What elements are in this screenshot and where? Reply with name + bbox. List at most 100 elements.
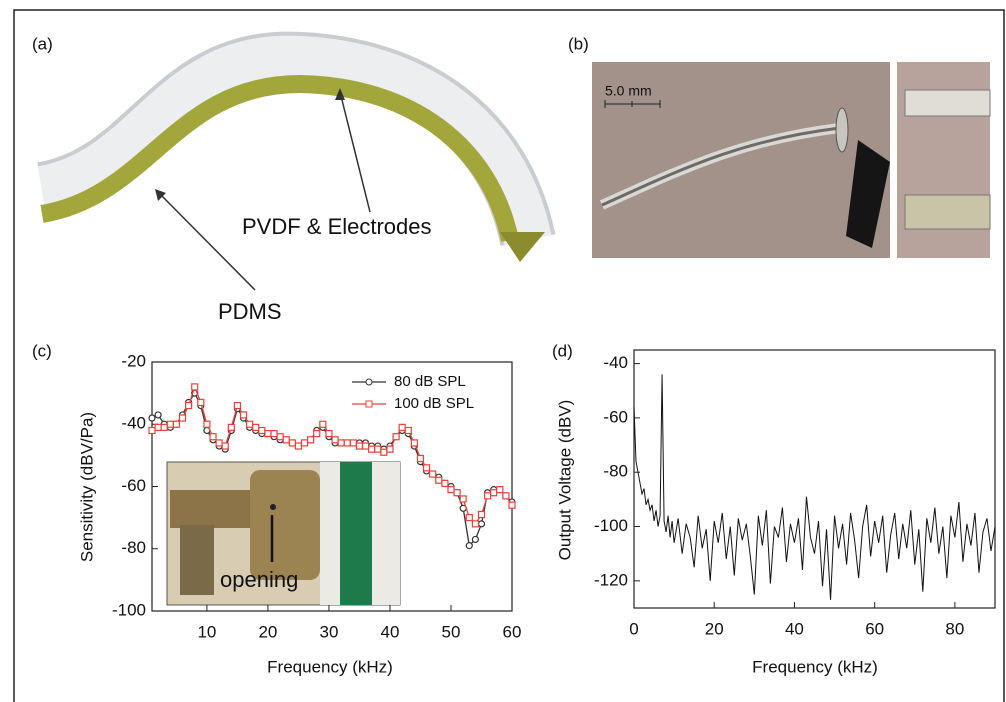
- marker: [496, 486, 504, 494]
- panel-label: (b): [568, 34, 589, 53]
- tube-section: [904, 194, 991, 230]
- marker: [246, 420, 254, 428]
- photo: [592, 62, 890, 258]
- x-tick-label: 10: [197, 622, 216, 641]
- y-tick-label: -100: [594, 516, 628, 535]
- panel-label: (a): [32, 34, 53, 53]
- y-tick-label: -120: [594, 570, 628, 589]
- marker: [380, 448, 388, 456]
- x-tick-label: 60: [503, 622, 522, 641]
- marker: [471, 520, 479, 528]
- coupler: [180, 525, 214, 595]
- pvdf-strip: [40, 74, 519, 242]
- x-tick-label: 40: [381, 622, 400, 641]
- marker: [410, 439, 418, 447]
- scale-bar: [604, 100, 661, 108]
- arrow-head: [155, 189, 166, 201]
- x-tick-label: 20: [705, 619, 724, 638]
- strip-end: [500, 232, 545, 262]
- panel-label: (d): [552, 341, 573, 360]
- disk: [835, 107, 849, 153]
- marker: [416, 454, 425, 463]
- marker: [160, 423, 168, 431]
- legend-label: 80 dB SPL: [394, 373, 466, 390]
- y-tick-label: -60: [603, 407, 628, 426]
- marker: [215, 439, 223, 447]
- arrow: [157, 191, 256, 291]
- marker: [227, 423, 235, 431]
- y-tick-label: -40: [603, 353, 628, 372]
- ruler-band: [340, 462, 372, 605]
- y-tick-label: -80: [603, 462, 628, 481]
- marker: [465, 542, 473, 550]
- y-tick-label: -20: [121, 351, 146, 370]
- y-tick-label: -80: [121, 538, 146, 557]
- x-tick-label: 80: [945, 619, 964, 638]
- marker: [490, 489, 498, 497]
- marker: [502, 492, 510, 500]
- marker: [282, 436, 290, 444]
- marker: [477, 510, 486, 519]
- marker: [154, 423, 162, 431]
- opening-hole: [270, 504, 276, 510]
- inset-label: opening: [220, 567, 298, 592]
- marker: [221, 442, 229, 450]
- series-line: [633, 374, 996, 600]
- x-tick-label: 20: [258, 622, 277, 641]
- x-tick-label: 50: [442, 622, 461, 641]
- marker: [392, 433, 400, 441]
- marker: [270, 429, 278, 438]
- marker: [252, 423, 260, 431]
- marker: [276, 433, 284, 441]
- marker: [465, 514, 473, 522]
- marker: [404, 426, 412, 435]
- marker: [349, 439, 357, 447]
- y-axis-label: Output Voltage (dBV): [555, 400, 574, 561]
- marker: [307, 436, 315, 444]
- marker: [239, 411, 248, 419]
- marker: [264, 429, 272, 438]
- marker: [233, 401, 242, 410]
- legend-label: 100 dB SPL: [394, 395, 474, 412]
- marker: [508, 501, 516, 509]
- y-axis-label: Sensitivity (dBV/Pa): [77, 412, 96, 562]
- marker: [483, 492, 492, 500]
- y-tick-label: -60: [121, 476, 146, 495]
- marker: [148, 426, 156, 435]
- x-axis-label: Frequency (kHz): [752, 657, 878, 676]
- x-axis-label: Frequency (kHz): [267, 657, 393, 676]
- tube-photo-core: [601, 126, 841, 207]
- x-tick-label: 40: [785, 619, 804, 638]
- marker: [331, 436, 339, 444]
- marker: [435, 476, 443, 484]
- marker: [422, 464, 431, 472]
- marker: [154, 411, 162, 419]
- marker: [459, 495, 467, 503]
- marker: [191, 383, 199, 391]
- marker: [185, 401, 193, 410]
- x-tick-label: 0: [629, 619, 638, 638]
- marker: [258, 426, 266, 435]
- marker: [368, 445, 376, 453]
- marker: [343, 439, 351, 447]
- marker: [429, 470, 437, 478]
- marker: [447, 486, 455, 494]
- marker: [300, 439, 309, 447]
- marker: [361, 442, 370, 450]
- frame: [13, 9, 1005, 702]
- marker: [398, 423, 406, 431]
- marker: [453, 489, 461, 497]
- marker: [294, 442, 303, 450]
- scale-bar-label: 5.0 mm: [605, 83, 652, 99]
- coupler: [250, 470, 320, 580]
- legend-marker: [365, 378, 373, 386]
- marker: [325, 429, 333, 438]
- marker: [288, 439, 296, 447]
- arrow: [339, 91, 371, 213]
- inset-photo: [166, 461, 401, 606]
- x-tick-label: 60: [865, 619, 884, 638]
- coupler: [170, 490, 265, 528]
- y-tick-label: -40: [121, 414, 146, 433]
- tube-end: [904, 89, 991, 117]
